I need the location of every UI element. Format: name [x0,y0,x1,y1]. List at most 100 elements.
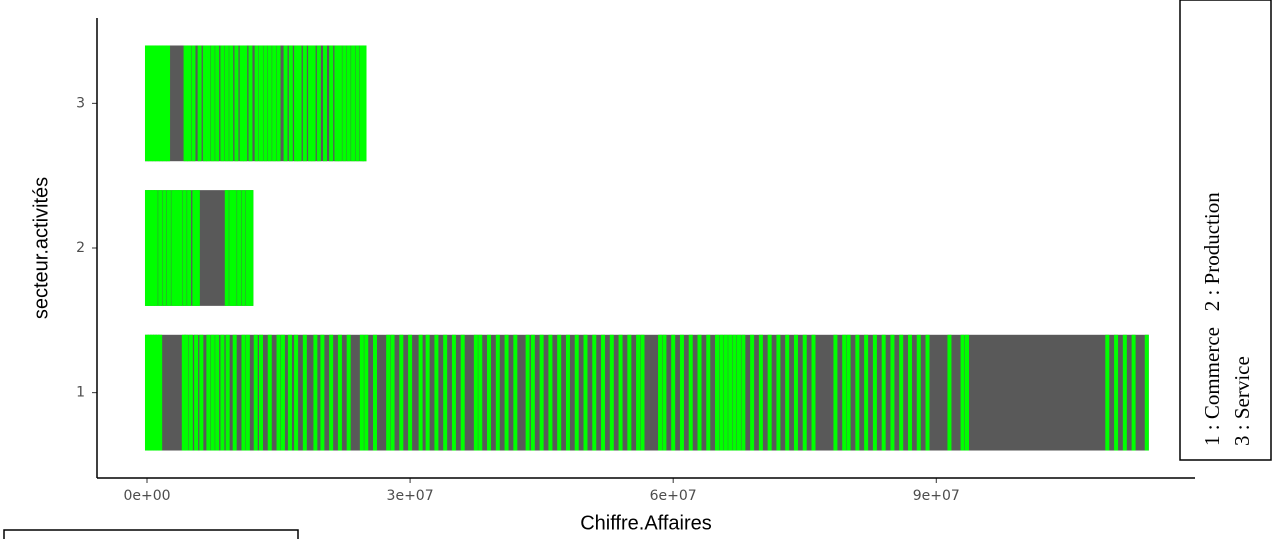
tile [425,334,430,451]
tile [618,334,623,451]
tile [192,190,197,306]
annotation: 1 : Commerce 2 : Production [1200,192,1224,446]
tile [313,334,318,451]
tile [504,334,509,451]
tile [202,45,207,162]
tile [197,45,202,162]
tile [195,190,200,306]
tile [248,45,253,162]
tile [245,334,250,451]
tile [960,334,965,451]
tile [434,334,439,451]
tile [473,334,478,451]
tile [346,45,351,162]
tile [418,334,423,451]
tile [320,334,325,451]
tile [329,45,334,162]
tile [147,190,152,306]
tile [947,334,952,451]
tile [215,45,220,162]
tile [688,334,693,451]
tile [846,334,851,451]
tile [206,334,211,451]
tile [640,334,645,451]
tile [487,334,492,451]
tile [245,190,250,306]
y-tick-label: 2 [76,240,85,256]
tile [171,190,176,306]
tile [220,334,225,451]
tile [495,334,500,451]
tile [224,190,229,306]
tile [162,190,167,306]
tile [210,334,215,451]
tile [178,190,183,306]
tile [232,190,237,306]
tile [557,334,562,451]
tile [802,334,807,451]
tile [723,334,728,451]
tile [187,45,192,162]
tile [592,334,597,451]
tile [833,334,838,451]
tile [181,334,186,451]
tile [302,334,307,451]
tile [907,334,912,451]
tile [513,334,518,451]
tile [658,334,663,451]
tile [210,45,215,162]
range-band [144,334,1149,451]
tile [267,334,272,451]
tile [153,190,158,306]
tile [706,334,711,451]
empty-box [3,529,299,539]
tile [237,190,242,306]
y-axis-title: secteur.activités [30,177,52,319]
y-tick-label: 1 [76,385,85,401]
tile [334,45,339,162]
x-tick-label: 3e+07 [387,488,434,504]
tile [719,334,724,451]
tile [872,334,877,451]
tile [234,45,239,162]
tile [241,190,246,306]
tile [148,45,153,162]
tile [741,334,746,451]
x-axis-title: Chiffre.Affaires [580,512,712,534]
tile [182,190,187,306]
tile [386,334,391,451]
tile [811,334,816,451]
tile [925,334,930,451]
tile [548,334,553,451]
tile [224,45,229,162]
tile [147,334,152,451]
tile [964,334,969,451]
tile [565,334,570,451]
tile [152,334,157,451]
tile [191,45,196,162]
tile [162,45,167,162]
tile [253,334,258,451]
tile [364,334,369,451]
tile [636,334,641,451]
tile [158,190,163,306]
tile [346,334,351,451]
tile [272,45,277,162]
tile [229,45,234,162]
y-tick-label: 3 [76,95,85,111]
tile [899,334,904,451]
tile [697,334,702,451]
tile [758,334,763,451]
tile [1114,334,1119,451]
tile [152,45,157,162]
tile [671,334,676,451]
tile [267,45,272,162]
tile [390,334,395,451]
tile [239,45,244,162]
tile [183,45,188,162]
tile [1131,334,1136,451]
tile [249,190,254,306]
tile [359,45,364,162]
